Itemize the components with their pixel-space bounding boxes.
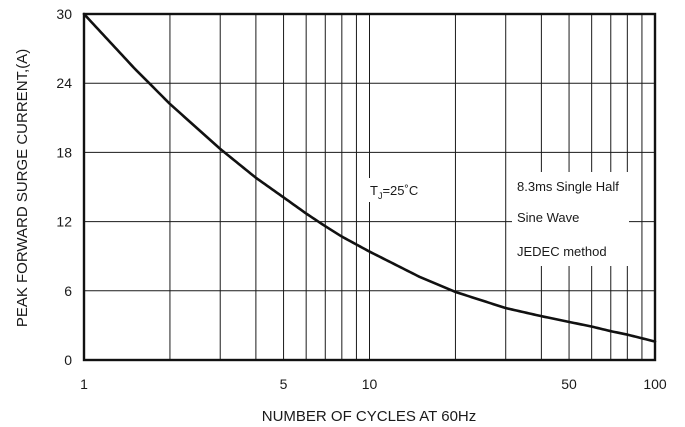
method-annotation-line-1: 8.3ms Single Half (517, 179, 619, 194)
y-tick-label: 30 (56, 6, 72, 22)
y-axis-label: PEAK FORWARD SURGE CURRENT,(A) (14, 49, 31, 327)
x-tick-label: 100 (643, 376, 667, 392)
x-tick-label: 5 (280, 376, 288, 392)
y-tick-label: 18 (56, 144, 72, 160)
x-tick-label: 10 (362, 376, 378, 392)
x-tick-labels: 1 5 10 50 100 (80, 376, 667, 392)
y-tick-label: 12 (56, 214, 72, 230)
x-axis-label: NUMBER OF CYCLES AT 60Hz (262, 408, 477, 425)
annotations: TJ=25˚C 8.3ms Single Half Sine Wave JEDE… (366, 172, 629, 266)
x-tick-label: 50 (561, 376, 577, 392)
y-tick-label: 24 (56, 75, 72, 91)
method-annotation-line-2: Sine Wave (517, 210, 579, 225)
x-tick-label: 1 (80, 376, 88, 392)
y-tick-labels: 0 6 12 18 24 30 (56, 6, 72, 368)
method-annotation-line-3: JEDEC method (517, 244, 607, 259)
y-tick-label: 0 (64, 352, 72, 368)
y-tick-label: 6 (64, 283, 72, 299)
